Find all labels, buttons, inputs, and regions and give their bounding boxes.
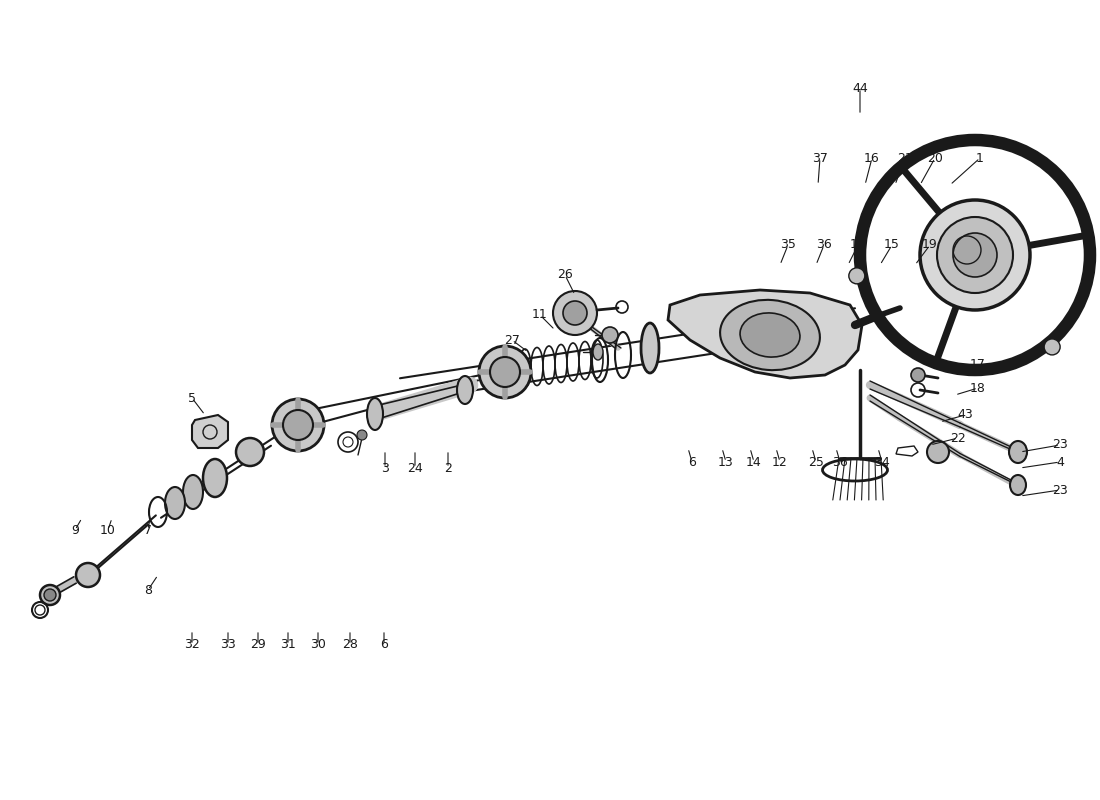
Text: 31: 31 <box>280 638 296 651</box>
Text: 23: 23 <box>1052 438 1068 451</box>
Text: 13: 13 <box>718 455 734 469</box>
Circle shape <box>911 368 925 382</box>
Ellipse shape <box>272 399 324 451</box>
Text: 2: 2 <box>444 462 452 474</box>
Ellipse shape <box>593 344 603 360</box>
Text: 3: 3 <box>381 462 389 474</box>
Ellipse shape <box>490 357 520 387</box>
Text: 21: 21 <box>898 151 913 165</box>
Text: 9: 9 <box>72 523 79 537</box>
Text: 6: 6 <box>689 455 696 469</box>
Polygon shape <box>192 415 228 448</box>
Text: 43: 43 <box>957 409 972 422</box>
Ellipse shape <box>1010 475 1026 495</box>
Ellipse shape <box>204 459 227 497</box>
Text: 36: 36 <box>816 238 832 251</box>
Text: 30: 30 <box>310 638 326 651</box>
Ellipse shape <box>236 438 264 466</box>
Ellipse shape <box>456 376 473 404</box>
Ellipse shape <box>478 346 531 398</box>
Text: 29: 29 <box>250 638 266 651</box>
Text: 22: 22 <box>950 431 966 445</box>
Ellipse shape <box>76 563 100 587</box>
Text: 32: 32 <box>184 638 200 651</box>
Text: 7: 7 <box>144 523 152 537</box>
Circle shape <box>953 233 997 277</box>
Text: 4: 4 <box>1056 455 1064 469</box>
Circle shape <box>920 200 1030 310</box>
Text: 14: 14 <box>746 455 762 469</box>
Text: 6: 6 <box>381 638 388 651</box>
Text: 10: 10 <box>100 523 116 537</box>
Text: 1: 1 <box>976 151 983 165</box>
Ellipse shape <box>641 323 659 373</box>
Text: 28: 28 <box>342 638 358 651</box>
Text: 27: 27 <box>504 334 520 346</box>
Circle shape <box>602 327 618 343</box>
Ellipse shape <box>740 313 800 357</box>
Text: 18: 18 <box>970 382 986 394</box>
Text: 5: 5 <box>188 391 196 405</box>
Text: 17: 17 <box>970 358 986 371</box>
Ellipse shape <box>165 487 185 519</box>
Text: 11: 11 <box>532 309 548 322</box>
Text: 12: 12 <box>772 455 788 469</box>
Text: 24: 24 <box>407 462 422 474</box>
Circle shape <box>927 441 949 463</box>
Text: 19: 19 <box>922 238 938 251</box>
Ellipse shape <box>283 410 313 440</box>
Text: 44: 44 <box>852 82 868 94</box>
Text: 33: 33 <box>220 638 235 651</box>
Circle shape <box>553 291 597 335</box>
Text: 23: 23 <box>1052 483 1068 497</box>
Text: 34: 34 <box>874 455 890 469</box>
Text: 26: 26 <box>557 269 573 282</box>
Circle shape <box>937 217 1013 293</box>
Ellipse shape <box>183 475 204 509</box>
Text: 15: 15 <box>884 238 900 251</box>
Circle shape <box>563 301 587 325</box>
Ellipse shape <box>40 585 60 605</box>
Ellipse shape <box>367 398 383 430</box>
Text: 20: 20 <box>927 151 943 165</box>
Text: 36: 36 <box>832 455 848 469</box>
Text: 16: 16 <box>865 151 880 165</box>
Circle shape <box>1044 339 1060 355</box>
Polygon shape <box>668 290 862 378</box>
Text: 8: 8 <box>144 583 152 597</box>
Text: 25: 25 <box>808 455 824 469</box>
Circle shape <box>44 589 56 601</box>
Text: 37: 37 <box>812 151 828 165</box>
Text: 35: 35 <box>780 238 796 251</box>
Ellipse shape <box>1009 441 1027 463</box>
Circle shape <box>849 268 865 284</box>
Text: 12: 12 <box>850 238 866 251</box>
Ellipse shape <box>720 300 820 370</box>
Circle shape <box>358 430 367 440</box>
